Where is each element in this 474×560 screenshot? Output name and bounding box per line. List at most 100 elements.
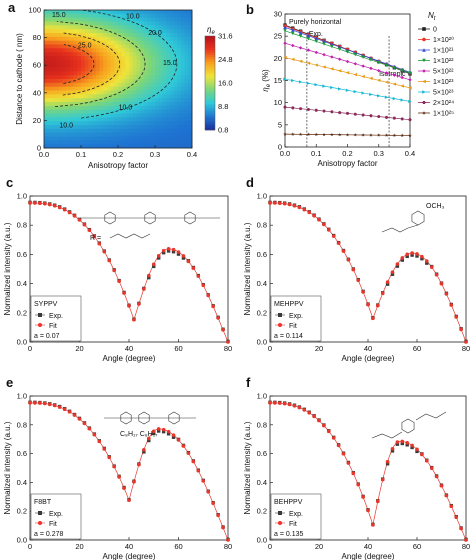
heatmap-cell	[173, 94, 178, 99]
fit-point	[268, 401, 272, 405]
heatmap-cell	[166, 105, 171, 111]
heatmap-cell	[114, 90, 119, 95]
exp-point	[166, 249, 171, 253]
heatmap-cell	[166, 128, 171, 134]
heatmap-cell	[180, 67, 185, 72]
heatmap-cell	[114, 105, 119, 111]
colorbar-segment	[205, 85, 215, 88]
heatmap-cell	[125, 125, 130, 130]
heatmap-cell	[103, 144, 108, 149]
heatmap-cell	[77, 102, 82, 107]
panel-label: c	[6, 175, 13, 190]
heatmap-cell	[73, 29, 78, 34]
colorbar-segment	[205, 125, 215, 128]
heatmap-cell	[132, 109, 137, 114]
heatmap-cell	[92, 71, 97, 76]
fit-point	[356, 482, 361, 487]
heatmap-cell	[180, 40, 185, 45]
fit-point	[425, 259, 429, 263]
colorbar-tick-label: 24.8	[218, 55, 233, 64]
heatmap-cell	[47, 117, 52, 122]
heatmap-cell	[47, 29, 52, 34]
heatmap-cell	[47, 71, 52, 76]
heatmap-cell	[132, 140, 137, 145]
heatmap-cell	[121, 10, 126, 15]
heatmap-cell	[188, 67, 193, 72]
heatmap-cell	[125, 79, 130, 84]
heatmap-cell	[81, 117, 86, 122]
heatmap-cell	[84, 121, 89, 126]
heatmap-cell	[132, 29, 137, 34]
heatmap-cell	[55, 63, 60, 68]
y-tick-label: 0	[278, 143, 282, 152]
heatmap-cell	[173, 125, 178, 130]
fit-point	[307, 410, 312, 415]
heatmap-cell	[173, 105, 178, 111]
heatmap-cell	[69, 132, 74, 137]
legend-marker-exp	[38, 313, 42, 317]
x-axis-label: Anisotropy factor	[88, 161, 148, 170]
colorbar-segment	[205, 90, 215, 93]
heatmap-cell	[58, 105, 63, 111]
fit-point	[415, 447, 419, 452]
heatmap-cell	[132, 86, 137, 91]
heatmap-cell	[106, 56, 111, 61]
heatmap-cell	[121, 144, 126, 149]
x-tick-label: 80	[224, 542, 232, 551]
fit-point	[52, 203, 57, 208]
heatmap-cell	[118, 44, 123, 49]
heatmap-cell	[73, 90, 78, 95]
x-tick-label: 0.0	[39, 150, 49, 159]
heatmap-cell	[121, 105, 126, 111]
colorbar-segment	[205, 115, 215, 119]
data-point	[384, 133, 389, 137]
heatmap-cell	[169, 48, 174, 53]
fit-point	[449, 303, 454, 307]
heatmap-cell	[99, 136, 104, 141]
x-tick-label: 0.3	[374, 149, 384, 158]
fit-point	[302, 408, 307, 412]
heatmap-cell	[132, 63, 137, 68]
sample-name: MEHPPV	[274, 301, 304, 308]
benzene-ring	[411, 210, 425, 226]
heatmap-cell	[155, 105, 160, 111]
heatmap-cell	[147, 79, 152, 84]
fit-point	[33, 201, 37, 205]
y-axis-label: Normalized intensity (a.u.)	[3, 222, 12, 315]
heatmap-cell	[184, 67, 189, 72]
heatmap-cell	[143, 71, 148, 76]
heatmap-cell	[62, 79, 67, 84]
heatmap-cell	[58, 25, 63, 30]
y-axis-label: ηe (%)	[261, 69, 272, 92]
heatmap-cell	[103, 125, 108, 130]
heatmap-cell	[147, 102, 152, 107]
heatmap-cell	[95, 109, 100, 114]
heatmap-cell	[81, 82, 86, 88]
heatmap-cell	[143, 63, 148, 68]
y-tick-label: 0.8	[17, 420, 27, 429]
heatmap-cell	[44, 121, 49, 126]
heatmap-cell	[110, 29, 115, 34]
heatmap-cell	[121, 40, 126, 45]
heatmap-cell	[47, 33, 52, 38]
colorbar-segment	[205, 59, 215, 63]
heatmap-cell	[81, 79, 86, 84]
heatmap-cell	[173, 132, 178, 137]
heatmap-cell	[180, 109, 185, 114]
data-point	[314, 83, 318, 87]
heatmap-cell	[77, 82, 82, 88]
x-axis-label: Angle (degree)	[103, 354, 156, 363]
legend-label-exp: Exp.	[289, 313, 303, 320]
heatmap-cell	[155, 33, 160, 38]
sample-name: F8BT	[34, 499, 52, 506]
heatmap-cell	[58, 94, 63, 99]
data-point	[408, 78, 412, 82]
fit-point	[351, 267, 356, 272]
heatmap-cell	[73, 13, 78, 19]
heatmap-cell	[44, 117, 49, 122]
heatmap-cell	[69, 44, 74, 49]
x-tick-label: 80	[462, 344, 470, 353]
heatmap-cell	[55, 59, 60, 65]
series-7	[283, 105, 412, 122]
colorbar-segment	[205, 73, 215, 77]
